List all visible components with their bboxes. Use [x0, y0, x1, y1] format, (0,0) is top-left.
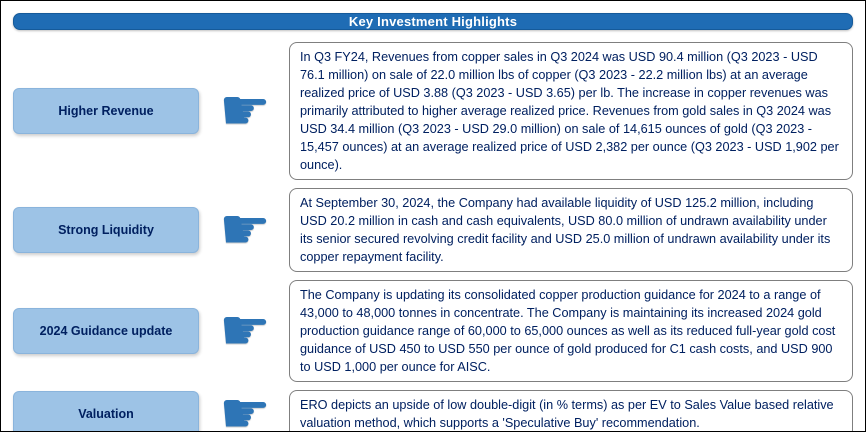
highlight-text: ERO depicts an upside of low double-digi… — [300, 398, 834, 430]
highlight-text: At September 30, 2024, the Company had a… — [300, 196, 831, 264]
text-strong-liquidity: At September 30, 2024, the Company had a… — [289, 188, 853, 272]
highlight-rows: Higher Revenue ☛ In Q3 FY24, Revenues fr… — [11, 42, 855, 432]
label-text: Valuation — [78, 407, 134, 421]
label-valuation: Valuation — [13, 391, 199, 431]
row-valuation: Valuation ☛ ERO depicts an upside of low… — [11, 381, 855, 432]
label-text: Higher Revenue — [58, 104, 154, 118]
hand-pointing-right-icon: ☛ — [219, 381, 271, 432]
text-valuation: ERO depicts an upside of low double-digi… — [289, 390, 853, 431]
row-2024-guidance: 2024 Guidance update ☛ The Company is up… — [11, 280, 855, 382]
highlight-text: The Company is updating its consolidated… — [300, 288, 836, 374]
hand-pointing-right-icon: ☛ — [219, 298, 271, 363]
row-higher-revenue: Higher Revenue ☛ In Q3 FY24, Revenues fr… — [11, 42, 855, 180]
text-higher-revenue: In Q3 FY24, Revenues from copper sales i… — [289, 42, 853, 180]
hand-pointing-right-icon: ☛ — [219, 197, 271, 262]
page-title: Key Investment Highlights — [348, 14, 518, 29]
page-title-bar: Key Investment Highlights — [13, 13, 853, 30]
text-2024-guidance: The Company is updating its consolidated… — [289, 280, 853, 382]
label-strong-liquidity: Strong Liquidity — [13, 207, 199, 253]
label-higher-revenue: Higher Revenue — [13, 88, 199, 134]
label-text: Strong Liquidity — [58, 223, 154, 237]
label-2024-guidance: 2024 Guidance update — [13, 308, 199, 354]
hand-pointing-right-icon: ☛ — [219, 78, 271, 143]
highlight-text: In Q3 FY24, Revenues from copper sales i… — [300, 50, 839, 172]
row-strong-liquidity: Strong Liquidity ☛ At September 30, 2024… — [11, 188, 855, 272]
label-text: 2024 Guidance update — [39, 324, 173, 338]
